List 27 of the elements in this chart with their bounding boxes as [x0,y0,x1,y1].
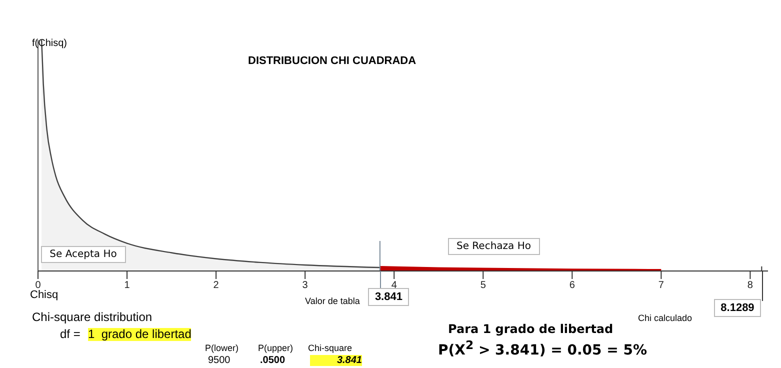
text: Chi calculado [638,313,692,324]
text: 1 grado de libertad [88,327,192,342]
x-tick-label: 6 [569,280,576,292]
x-axis-title: Chisq [30,289,58,301]
x-tick-label: 1 [124,280,130,292]
ref-line-label: 3.841 [368,288,410,306]
annotation: Se Acepta Ho [40,246,126,263]
x-tick-label: 5 [480,280,486,292]
text: Valor de tabla [305,296,360,307]
text: P(X$^{2}$ > 3.841) = 0.05 = 5% [438,338,648,360]
annotation: Se Rechaza Ho [448,238,540,255]
text: df = [60,327,82,342]
text: 9500 [208,355,230,366]
x-tick-label: 3 [302,280,308,292]
text: Chi-square distribution [32,310,152,324]
x-tick-label: 2 [213,280,220,292]
text: DISTRIBUCION CHI CUADRADA [248,55,418,67]
text: .0500 [260,355,286,366]
x-tick-label: 7 [658,280,664,292]
x-tick-label: 8 [747,280,754,292]
text: Para 1 grado de libertad [448,322,614,336]
text: P(lower) [205,343,239,354]
text: 3.841 [310,355,362,366]
text: P(upper) [258,343,294,354]
ref-line-label: 8.1289 [714,299,762,317]
text: Chi-square [308,343,352,354]
x-tick-label: 0 [35,280,42,292]
